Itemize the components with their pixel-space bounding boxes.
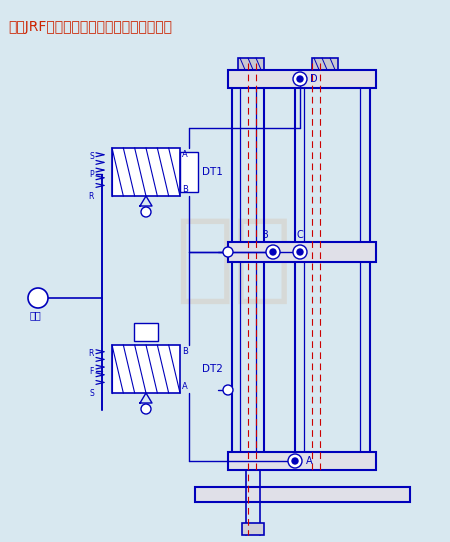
Text: 玖容JRF快速单列式气液增压缸气路连接图: 玖容JRF快速单列式气液增压缸气路连接图 bbox=[8, 20, 172, 34]
Circle shape bbox=[141, 404, 151, 414]
Text: P: P bbox=[90, 170, 94, 179]
Circle shape bbox=[223, 247, 233, 257]
Circle shape bbox=[293, 72, 307, 86]
Bar bbox=[112, 148, 180, 196]
Text: DT2: DT2 bbox=[202, 364, 223, 374]
Bar bbox=[312, 58, 338, 72]
Circle shape bbox=[292, 458, 298, 464]
Bar bbox=[228, 242, 376, 262]
Text: S: S bbox=[89, 152, 94, 161]
Bar bbox=[180, 152, 198, 192]
Text: A: A bbox=[182, 382, 188, 391]
Text: A: A bbox=[306, 456, 313, 466]
Circle shape bbox=[270, 249, 276, 255]
Text: DT1: DT1 bbox=[202, 167, 223, 177]
Text: B: B bbox=[182, 347, 188, 356]
Bar bbox=[112, 345, 180, 393]
Text: B: B bbox=[182, 185, 188, 194]
Circle shape bbox=[141, 207, 151, 217]
Text: C: C bbox=[297, 230, 303, 240]
Text: B: B bbox=[261, 230, 268, 240]
Text: S: S bbox=[89, 389, 94, 398]
Circle shape bbox=[288, 454, 302, 468]
Circle shape bbox=[293, 245, 307, 259]
Circle shape bbox=[297, 249, 303, 255]
Circle shape bbox=[28, 288, 48, 308]
Text: A: A bbox=[182, 150, 188, 159]
Circle shape bbox=[297, 76, 303, 82]
Bar bbox=[238, 58, 264, 72]
Bar bbox=[242, 523, 264, 535]
Bar bbox=[195, 487, 410, 502]
Bar bbox=[134, 323, 158, 341]
Text: R: R bbox=[89, 192, 94, 201]
Circle shape bbox=[223, 385, 233, 395]
Text: 玖容: 玖容 bbox=[176, 214, 292, 307]
Text: F: F bbox=[90, 367, 94, 376]
Text: D: D bbox=[310, 74, 318, 84]
Text: R: R bbox=[89, 349, 94, 358]
Bar bbox=[228, 452, 376, 470]
Bar bbox=[228, 70, 376, 88]
Circle shape bbox=[266, 245, 280, 259]
Text: 气源: 气源 bbox=[30, 310, 42, 320]
